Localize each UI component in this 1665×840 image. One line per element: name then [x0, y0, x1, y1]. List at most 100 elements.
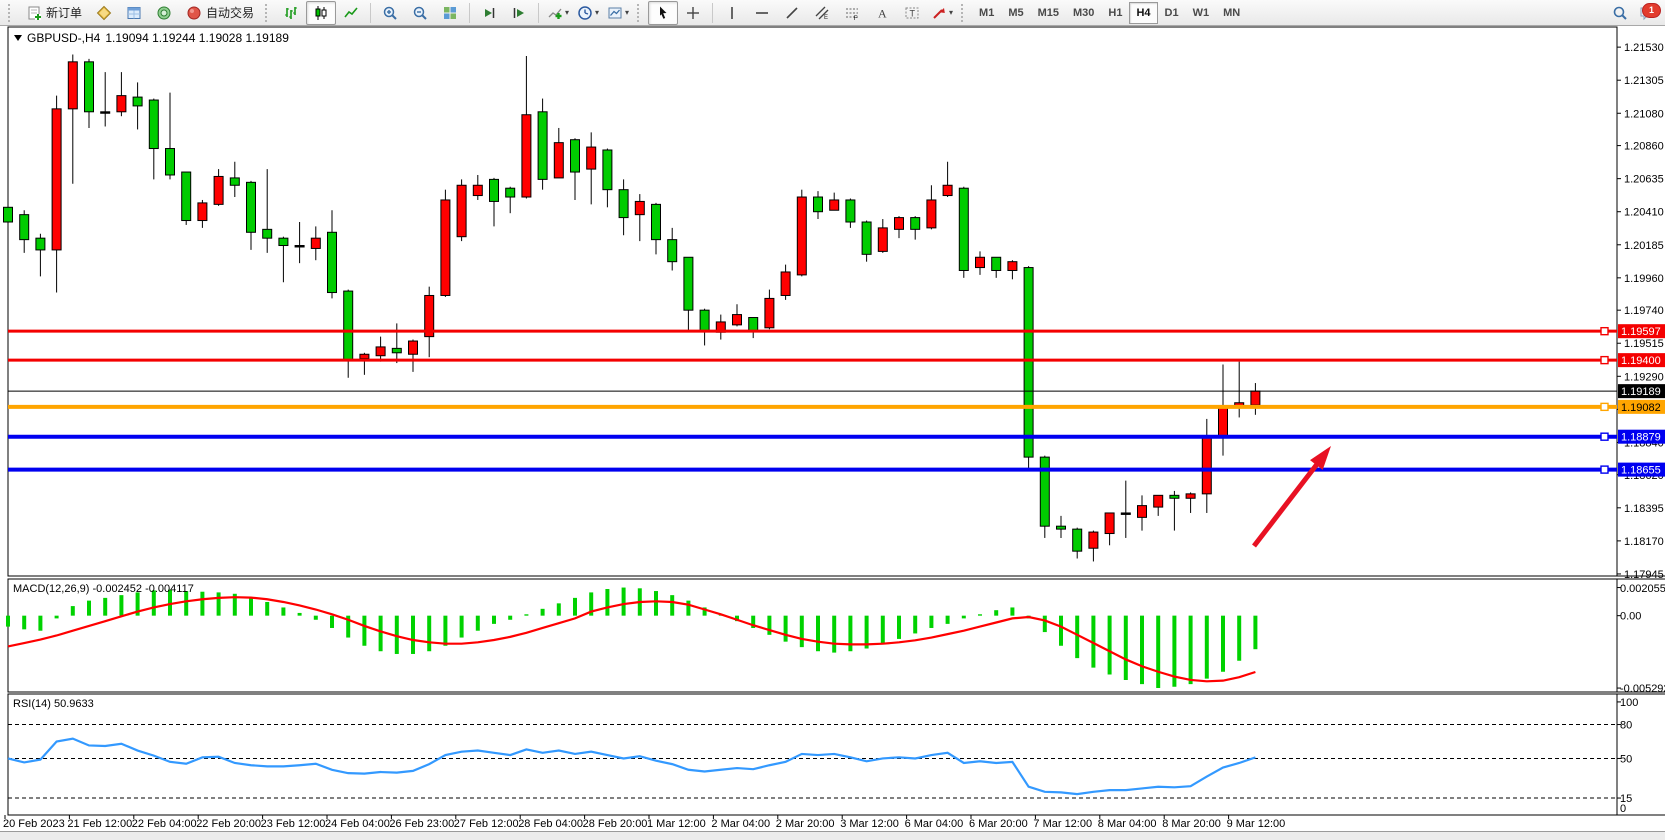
svg-text:1.20860: 1.20860 — [1624, 141, 1664, 153]
crosshair-button[interactable] — [678, 1, 708, 25]
time-axis-label: 1 Mar 12:00 — [647, 818, 706, 830]
svg-text:0.00: 0.00 — [1620, 611, 1641, 623]
candlestick-chart-button[interactable] — [306, 0, 337, 25]
time-axis-label: 3 Mar 12:00 — [840, 818, 899, 830]
svg-text:1.20185: 1.20185 — [1624, 240, 1664, 252]
svg-text:1.19515: 1.19515 — [1624, 338, 1664, 350]
indicators-icon — [548, 8, 562, 19]
chart-shift-button[interactable] — [504, 1, 534, 25]
svg-text:1.21530: 1.21530 — [1624, 42, 1664, 54]
trend-arrow-annotation[interactable] — [1252, 446, 1331, 548]
bar-chart-button[interactable] — [276, 1, 306, 25]
time-axis-label: 2 Mar 04:00 — [711, 818, 771, 830]
svg-text:1.19400: 1.19400 — [1621, 355, 1661, 367]
svg-text:T: T — [910, 8, 916, 18]
periods-clock-icon — [578, 5, 592, 20]
auto-scroll-icon — [485, 7, 495, 18]
equidistant-channel-button[interactable]: E — [807, 1, 837, 25]
tab-mn[interactable]: MN — [1223, 6, 1241, 19]
svg-text:1.19189: 1.19189 — [1621, 386, 1661, 398]
time-axis-ticks — [4, 815, 1230, 819]
search-button[interactable] — [1605, 1, 1635, 25]
main-toolbar: 新订单 自动交易 ▾ ▾ — [0, 0, 1665, 26]
fibonacci-icon: F — [846, 8, 859, 21]
line-chart-button[interactable] — [336, 1, 366, 25]
tab-m5[interactable]: M5 — [1008, 6, 1024, 19]
periods-caret-icon: ▾ — [595, 8, 600, 17]
tab-d1[interactable]: D1 — [1164, 6, 1179, 19]
time-axis-label: 7 Mar 12:00 — [1033, 818, 1093, 830]
time-axis-label: 27 Feb 12:00 — [453, 818, 519, 830]
time-axis-label: 28 Feb 04:00 — [518, 818, 584, 830]
svg-text:1.21305: 1.21305 — [1624, 75, 1664, 87]
chart-canvas[interactable]: 1.21530 1.21305 1.21080 1.20860 1.20635 1.204… — [0, 26, 1665, 840]
tile-windows-button[interactable] — [435, 1, 465, 25]
svg-text:1.18170: 1.18170 — [1624, 536, 1664, 548]
text-label-button[interactable]: T — [897, 1, 927, 25]
symbol-dropdown-icon[interactable] — [14, 35, 22, 41]
svg-text:1.20410: 1.20410 — [1624, 207, 1664, 219]
navigator-icon — [157, 6, 171, 19]
time-axis-label: 22 Feb 04:00 — [131, 818, 197, 830]
vertical-line-button[interactable] — [717, 1, 747, 25]
tab-m30[interactable]: M30 — [1073, 6, 1095, 19]
toolbar-grip[interactable] — [961, 3, 968, 22]
cursor-button[interactable] — [648, 0, 679, 25]
time-axis-label: 8 Mar 04:00 — [1097, 818, 1157, 830]
rsi-layer: 100 80 50 150 — [7, 697, 1638, 816]
macd-layer: 0.002055 0.00 -0.005292 — [6, 583, 1665, 695]
svg-text:0.002055: 0.002055 — [1620, 583, 1665, 595]
toolbar-grip[interactable] — [265, 3, 272, 22]
svg-text:1.20635: 1.20635 — [1624, 174, 1664, 186]
tab-w1[interactable]: W1 — [1192, 6, 1210, 19]
data-window-button[interactable] — [119, 1, 149, 25]
toolbar-separator — [538, 2, 540, 23]
auto-scroll-button[interactable] — [474, 1, 504, 25]
autotrading-button[interactable]: 自动交易 — [179, 1, 261, 25]
arrows-caret-icon: ▾ — [949, 8, 954, 17]
market-watch-button[interactable] — [89, 1, 119, 25]
text-button[interactable]: A — [867, 1, 897, 25]
trendline-button[interactable] — [777, 1, 807, 25]
time-axis-label: 23 Feb 12:00 — [260, 818, 326, 830]
zoom-in-button[interactable] — [375, 1, 405, 25]
time-axis-label: 9 Mar 12:00 — [1226, 818, 1286, 830]
time-axis-label: 20 Feb 2023 — [3, 818, 65, 830]
svg-text:1.18655: 1.18655 — [1621, 465, 1661, 477]
macd-name: MACD(12,26,9) — [13, 583, 90, 595]
toolbar-separator — [712, 2, 714, 23]
horizontal-line-button[interactable] — [747, 1, 777, 25]
indicators-button[interactable]: ▾ — [543, 1, 573, 25]
zoom-out-button[interactable] — [405, 1, 435, 25]
time-axis-label: 21 Feb 12:00 — [67, 818, 133, 830]
trendline-icon — [786, 6, 798, 19]
new-order-button[interactable]: 新订单 — [19, 1, 89, 25]
chart-window[interactable]: 1.21530 1.21305 1.21080 1.20860 1.20635 1.204… — [0, 26, 1665, 840]
zoom-out-icon — [413, 6, 427, 20]
search-icon — [1613, 6, 1627, 20]
periods-button[interactable]: ▾ — [573, 1, 603, 25]
toolbar-grip[interactable] — [637, 3, 644, 22]
macd-indicator-label: MACD(12,26,9) -0.002452 -0.004117 — [13, 583, 194, 595]
candlestick-chart-icon — [315, 5, 327, 20]
tab-m1[interactable]: M1 — [979, 6, 995, 19]
notifications-button[interactable]: 1 — [1635, 2, 1661, 24]
svg-text:1.19960: 1.19960 — [1624, 273, 1664, 285]
navigator-button[interactable] — [149, 1, 179, 25]
svg-text:1.19597: 1.19597 — [1621, 326, 1661, 338]
fibonacci-button[interactable]: F — [837, 1, 867, 25]
svg-text:1.18395: 1.18395 — [1624, 503, 1664, 515]
toolbar-grip[interactable] — [8, 3, 15, 22]
indicators-caret-icon: ▾ — [565, 8, 570, 17]
tab-h4[interactable]: H4 — [1129, 1, 1158, 24]
tab-m15[interactable]: M15 — [1037, 6, 1059, 19]
toolbar-separator — [469, 2, 471, 23]
time-axis-label: 28 Feb 20:00 — [582, 818, 648, 830]
time-axis-label: 26 Feb 23:00 — [389, 818, 455, 830]
svg-text:80: 80 — [1620, 720, 1632, 732]
tab-h1[interactable]: H1 — [1108, 6, 1123, 19]
arrows-shapes-button[interactable]: ▾ — [927, 1, 957, 25]
zoom-in-icon — [383, 6, 397, 20]
time-axis[interactable]: 20 Feb 2023 21 Feb 12:00 22 Feb 04:00 22 Fe… — [0, 817, 1665, 833]
templates-button[interactable]: ▾ — [603, 1, 633, 25]
